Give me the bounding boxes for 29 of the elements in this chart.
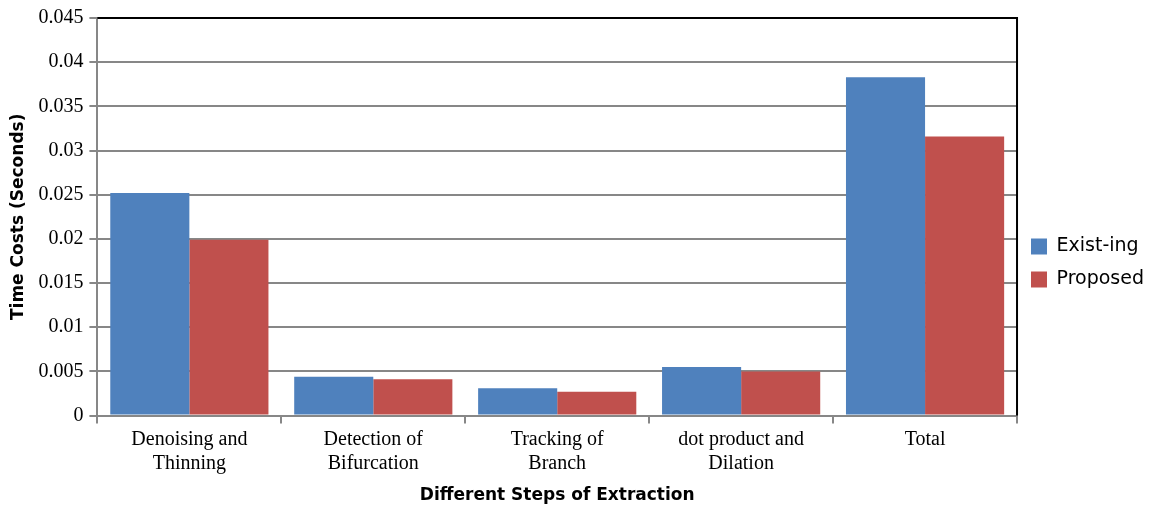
- legend-label: Exist-ing: [1056, 233, 1139, 256]
- y-tick-label: 0.015: [38, 270, 84, 293]
- bar: [557, 391, 637, 415]
- bar: [110, 192, 190, 415]
- bar: [373, 379, 453, 415]
- y-tick-label: 0.045: [38, 5, 84, 28]
- x-tick-label: dot product and Dilation: [678, 426, 804, 473]
- x-tick-label: Denoising and Thinning: [131, 426, 248, 474]
- y-tick-label: 0.03: [48, 137, 84, 160]
- y-tick-label: 0.02: [48, 226, 84, 249]
- x-tick-label: Total: [904, 426, 946, 449]
- bar: [845, 77, 926, 415]
- bar: [294, 376, 374, 415]
- x-tick-label: Detection of Bifurcation: [323, 426, 424, 473]
- y-axis-title: Time Costs (Seconds): [6, 113, 27, 321]
- bar: [662, 367, 742, 415]
- bar: [189, 239, 269, 415]
- y-tick-label: 0.025: [38, 181, 84, 204]
- y-tick-label: 0.035: [38, 93, 84, 116]
- y-tick-label: 0.005: [38, 358, 84, 381]
- x-tick-label: Tracking of Branch: [510, 426, 605, 473]
- y-tick-label: 0.04: [48, 49, 84, 72]
- x-axis-title: Different Steps of Extraction: [419, 484, 695, 505]
- bar: [478, 388, 558, 415]
- bar: [925, 136, 1005, 415]
- y-tick-label: 0: [73, 402, 84, 425]
- bar: [741, 371, 821, 415]
- legend-label: Proposed: [1056, 266, 1145, 289]
- y-tick-label: 0.01: [48, 314, 84, 337]
